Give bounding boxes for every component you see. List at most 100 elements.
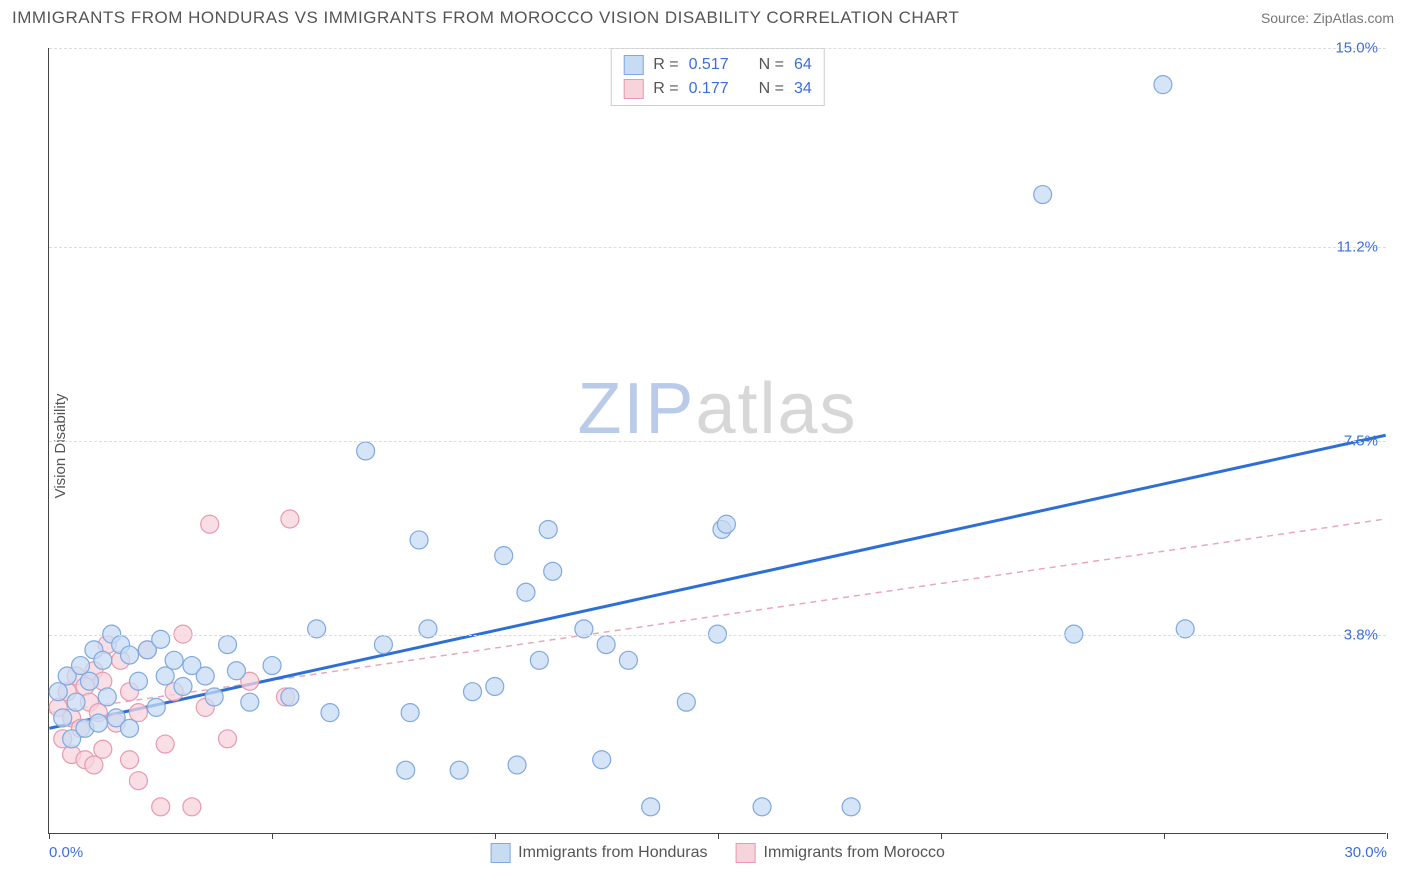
data-point <box>147 698 165 716</box>
legend-series-label: Immigrants from Morocco <box>764 844 945 862</box>
xtick <box>49 833 50 839</box>
legend-correlation-row: R = 0.517 N = 64 <box>623 53 812 77</box>
data-point <box>67 693 85 711</box>
data-point <box>357 442 375 460</box>
gridline-h <box>49 635 1386 636</box>
plot-area: ZIPatlas R =0.517N =64R =0.177N =34 Immi… <box>48 48 1386 834</box>
xtick <box>495 833 496 839</box>
data-point <box>753 798 771 816</box>
data-point <box>241 693 259 711</box>
data-point <box>152 630 170 648</box>
data-point <box>94 740 112 758</box>
legend-N-value: 34 <box>794 77 812 101</box>
legend-R-value: 0.177 <box>689 77 729 101</box>
data-point <box>129 772 147 790</box>
data-point <box>98 688 116 706</box>
xtick-label: 0.0% <box>49 844 83 861</box>
legend-R-label: R = <box>653 77 678 101</box>
data-point <box>121 751 139 769</box>
legend-correlation: R = 0.517 N = 64 R = 0.177 N = 34 <box>610 48 825 106</box>
xtick <box>1164 833 1165 839</box>
data-point <box>450 761 468 779</box>
data-point <box>593 751 611 769</box>
data-point <box>201 515 219 533</box>
data-point <box>156 735 174 753</box>
legend-series-item: Immigrants from Morocco <box>736 843 945 863</box>
legend-swatch <box>623 55 643 75</box>
data-point <box>717 515 735 533</box>
data-point <box>80 672 98 690</box>
data-point <box>642 798 660 816</box>
data-point <box>281 510 299 528</box>
legend-series-label: Immigrants from Honduras <box>518 844 707 862</box>
legend-series-item: Immigrants from Honduras <box>490 843 707 863</box>
data-point <box>508 756 526 774</box>
data-point <box>597 636 615 654</box>
data-point <box>85 756 103 774</box>
data-point <box>401 704 419 722</box>
legend-R-label: R = <box>653 53 678 77</box>
xtick <box>272 833 273 839</box>
title-bar: IMMIGRANTS FROM HONDURAS VS IMMIGRANTS F… <box>12 8 1394 28</box>
data-point <box>464 683 482 701</box>
data-point <box>530 651 548 669</box>
legend-swatch <box>490 843 510 863</box>
legend-swatch <box>623 79 643 99</box>
source-label: Source: ZipAtlas.com <box>1261 10 1394 26</box>
data-point <box>321 704 339 722</box>
data-point <box>495 547 513 565</box>
data-point <box>410 531 428 549</box>
data-point <box>205 688 223 706</box>
gridline-h <box>49 48 1386 49</box>
data-point <box>281 688 299 706</box>
data-point <box>486 677 504 695</box>
data-point <box>72 657 90 675</box>
data-point <box>397 761 415 779</box>
data-point <box>156 667 174 685</box>
data-point <box>227 662 245 680</box>
data-point <box>121 719 139 737</box>
data-point <box>165 651 183 669</box>
xtick <box>1387 833 1388 839</box>
ytick-label: 3.8% <box>1344 626 1378 643</box>
xtick-label: 30.0% <box>1344 844 1387 861</box>
data-point <box>152 798 170 816</box>
legend-N-label: N = <box>759 77 784 101</box>
data-point <box>183 798 201 816</box>
data-point <box>129 672 147 690</box>
ytick-label: 7.5% <box>1344 433 1378 450</box>
gridline-h <box>49 247 1386 248</box>
legend-swatch <box>736 843 756 863</box>
data-point <box>517 583 535 601</box>
data-point <box>263 657 281 675</box>
data-point <box>539 520 557 538</box>
data-point <box>49 683 67 701</box>
data-point <box>544 562 562 580</box>
legend-R-value: 0.517 <box>689 53 729 77</box>
data-point <box>121 646 139 664</box>
ytick-label: 11.2% <box>1337 239 1378 256</box>
xtick <box>718 833 719 839</box>
data-point <box>94 651 112 669</box>
data-point <box>619 651 637 669</box>
data-point <box>54 709 72 727</box>
data-point <box>842 798 860 816</box>
legend-series: Immigrants from Honduras Immigrants from … <box>490 843 945 863</box>
data-point <box>219 636 237 654</box>
legend-N-label: N = <box>759 53 784 77</box>
ytick-label: 15.0% <box>1335 40 1378 57</box>
data-point <box>196 667 214 685</box>
data-point <box>174 677 192 695</box>
data-point <box>1154 76 1172 94</box>
data-point <box>1034 186 1052 204</box>
xtick <box>941 833 942 839</box>
chart-title: IMMIGRANTS FROM HONDURAS VS IMMIGRANTS F… <box>12 8 959 28</box>
legend-N-value: 64 <box>794 53 812 77</box>
data-point <box>219 730 237 748</box>
legend-correlation-row: R = 0.177 N = 34 <box>623 77 812 101</box>
gridline-h <box>49 441 1386 442</box>
data-point <box>677 693 695 711</box>
data-point <box>374 636 392 654</box>
data-point <box>129 704 147 722</box>
data-point <box>89 714 107 732</box>
